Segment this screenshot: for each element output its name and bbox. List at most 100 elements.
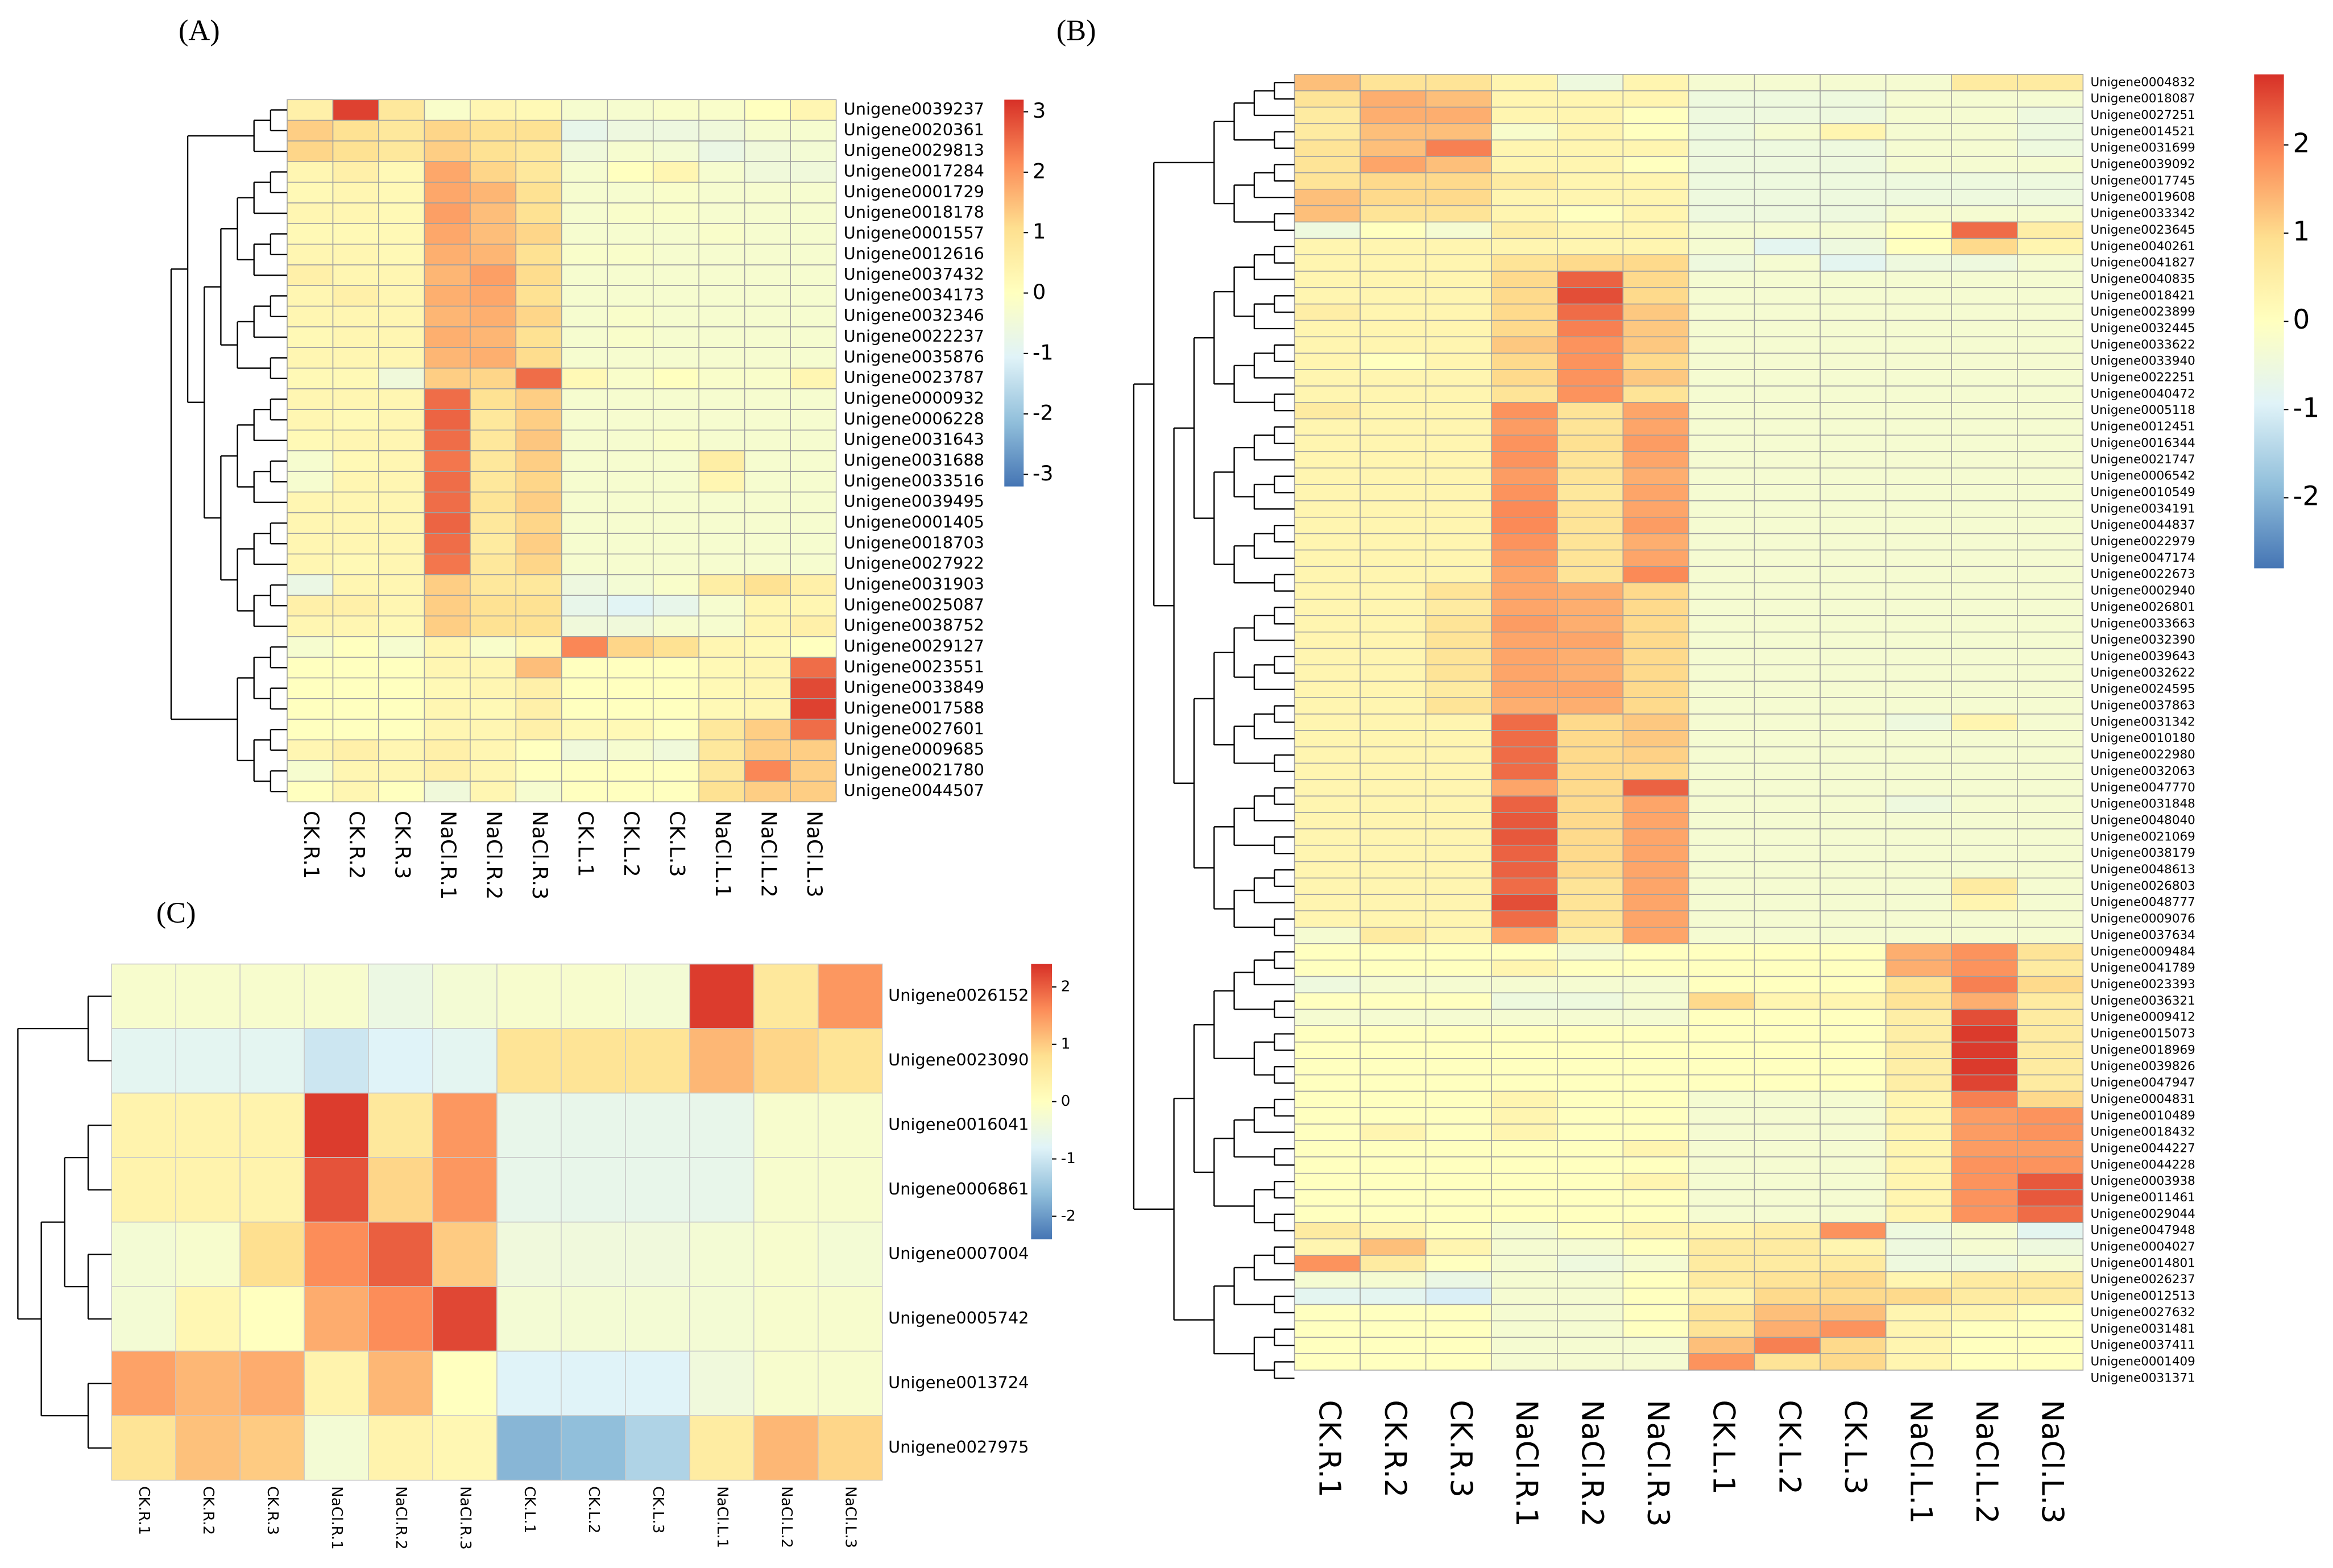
heatmap-cell [561, 140, 608, 163]
heatmap-cell [1491, 402, 1558, 420]
heatmap-cell [607, 450, 654, 472]
heatmap-cell [1425, 861, 1493, 879]
heatmap-cell [1951, 795, 2018, 813]
heatmap-cell [652, 181, 699, 204]
heatmap-cell [1557, 1271, 1624, 1289]
heatmap-cell [1885, 533, 1953, 551]
heatmap-cell [689, 963, 755, 1029]
heatmap-cell [1885, 1238, 1953, 1256]
heatmap-cell [424, 781, 471, 803]
heatmap-cell [2017, 287, 2084, 305]
heatmap-cell [1491, 516, 1558, 534]
heatmap-cell [1491, 730, 1558, 748]
colorbar [1004, 99, 1024, 487]
heatmap-cell [1622, 1287, 1689, 1305]
heatmap-cell [1557, 631, 1624, 649]
heatmap-cell [2017, 746, 2084, 764]
heatmap-cell [424, 161, 471, 183]
heatmap-cell [1951, 566, 2018, 583]
heatmap-cell [1622, 1074, 1689, 1092]
heatmap-cell [2017, 582, 2084, 600]
heatmap-cell [561, 574, 608, 596]
heatmap-cell [698, 140, 745, 163]
heatmap-cell [515, 636, 562, 658]
heatmap-cell [1360, 188, 1427, 206]
heatmap-cell [1754, 90, 1821, 108]
heatmap-cell [432, 1157, 498, 1223]
heatmap-cell [1425, 730, 1493, 748]
heatmap-cell [1294, 484, 1361, 501]
heatmap-cell [790, 698, 837, 720]
heatmap-cell [1557, 1172, 1624, 1190]
heatmap-cell [304, 1415, 369, 1481]
heatmap-cell [744, 677, 791, 699]
heatmap-cell [378, 264, 425, 287]
heatmap-cell [1491, 467, 1558, 485]
heatmap-cell [652, 657, 699, 679]
row-label: Unigene0012451 [2090, 420, 2195, 434]
heatmap-cell [1425, 271, 1493, 288]
heatmap-cell [1491, 1074, 1558, 1092]
heatmap-cell [607, 285, 654, 307]
heatmap-cell [378, 285, 425, 307]
heatmap-cell [1951, 1271, 2018, 1289]
heatmap-cell [1754, 1057, 1821, 1076]
heatmap-cell [1425, 1042, 1493, 1059]
heatmap-cell [1294, 681, 1361, 698]
heatmap-cell [652, 491, 699, 513]
heatmap-cell [1360, 648, 1427, 666]
heatmap-cell [1360, 434, 1427, 453]
heatmap-cell [1622, 1172, 1689, 1190]
heatmap-cell [175, 963, 241, 1029]
heatmap-cell [2017, 172, 2084, 190]
heatmap-cell [1294, 1189, 1361, 1207]
heatmap-cell [111, 1028, 177, 1094]
heatmap-cell [652, 739, 699, 761]
heatmap-cell [1754, 254, 1821, 272]
heatmap-cell [1294, 434, 1361, 453]
heatmap-cell [111, 963, 177, 1029]
heatmap-cell [1754, 1222, 1821, 1239]
heatmap-cell [332, 409, 379, 431]
heatmap-cell [1360, 1172, 1427, 1190]
heatmap-cell [1557, 336, 1624, 354]
row-label: Unigene0018421 [2090, 288, 2195, 302]
heatmap-cell [698, 657, 745, 679]
heatmap-cell [470, 409, 517, 431]
heatmap-cell [790, 161, 837, 183]
heatmap-cell [1754, 1156, 1821, 1174]
heatmap-cell [1491, 1205, 1558, 1223]
heatmap-cell [625, 963, 690, 1029]
heatmap-cell [1491, 844, 1558, 862]
heatmap-cell [1425, 418, 1493, 436]
heatmap-cell [2017, 828, 2084, 846]
heatmap-cell [1425, 156, 1493, 173]
heatmap-cell [1754, 303, 1821, 321]
heatmap-cell [1360, 1090, 1427, 1109]
heatmap-cell [1688, 648, 1755, 666]
heatmap-cell [378, 140, 425, 163]
heatmap-cell [1557, 779, 1624, 797]
heatmap-cell [744, 657, 791, 679]
heatmap-cell [2017, 910, 2084, 928]
heatmap-cell [1951, 303, 2018, 321]
heatmap-cell [1754, 188, 1821, 206]
heatmap-cell [1820, 681, 1887, 698]
heatmap-cell [1294, 156, 1361, 173]
heatmap-cell [378, 739, 425, 761]
row-label: Unigene0044837 [2090, 518, 2195, 532]
heatmap-cell [1951, 714, 2018, 731]
heatmap-cell [515, 326, 562, 349]
heatmap-cell [790, 677, 837, 699]
heatmap-cell [1820, 615, 1887, 633]
heatmap-cell [1820, 254, 1887, 272]
heatmap-cell [1425, 927, 1493, 944]
heatmap-cell [287, 739, 334, 761]
heatmap-cell [470, 347, 517, 369]
heatmap-cell [1820, 484, 1887, 501]
column-label: NaCl.L.3 [2035, 1400, 2070, 1524]
heatmap-cell [790, 781, 837, 803]
heatmap-cell [1425, 336, 1493, 354]
heatmap-cell [424, 181, 471, 204]
heatmap-cell [1491, 303, 1558, 321]
